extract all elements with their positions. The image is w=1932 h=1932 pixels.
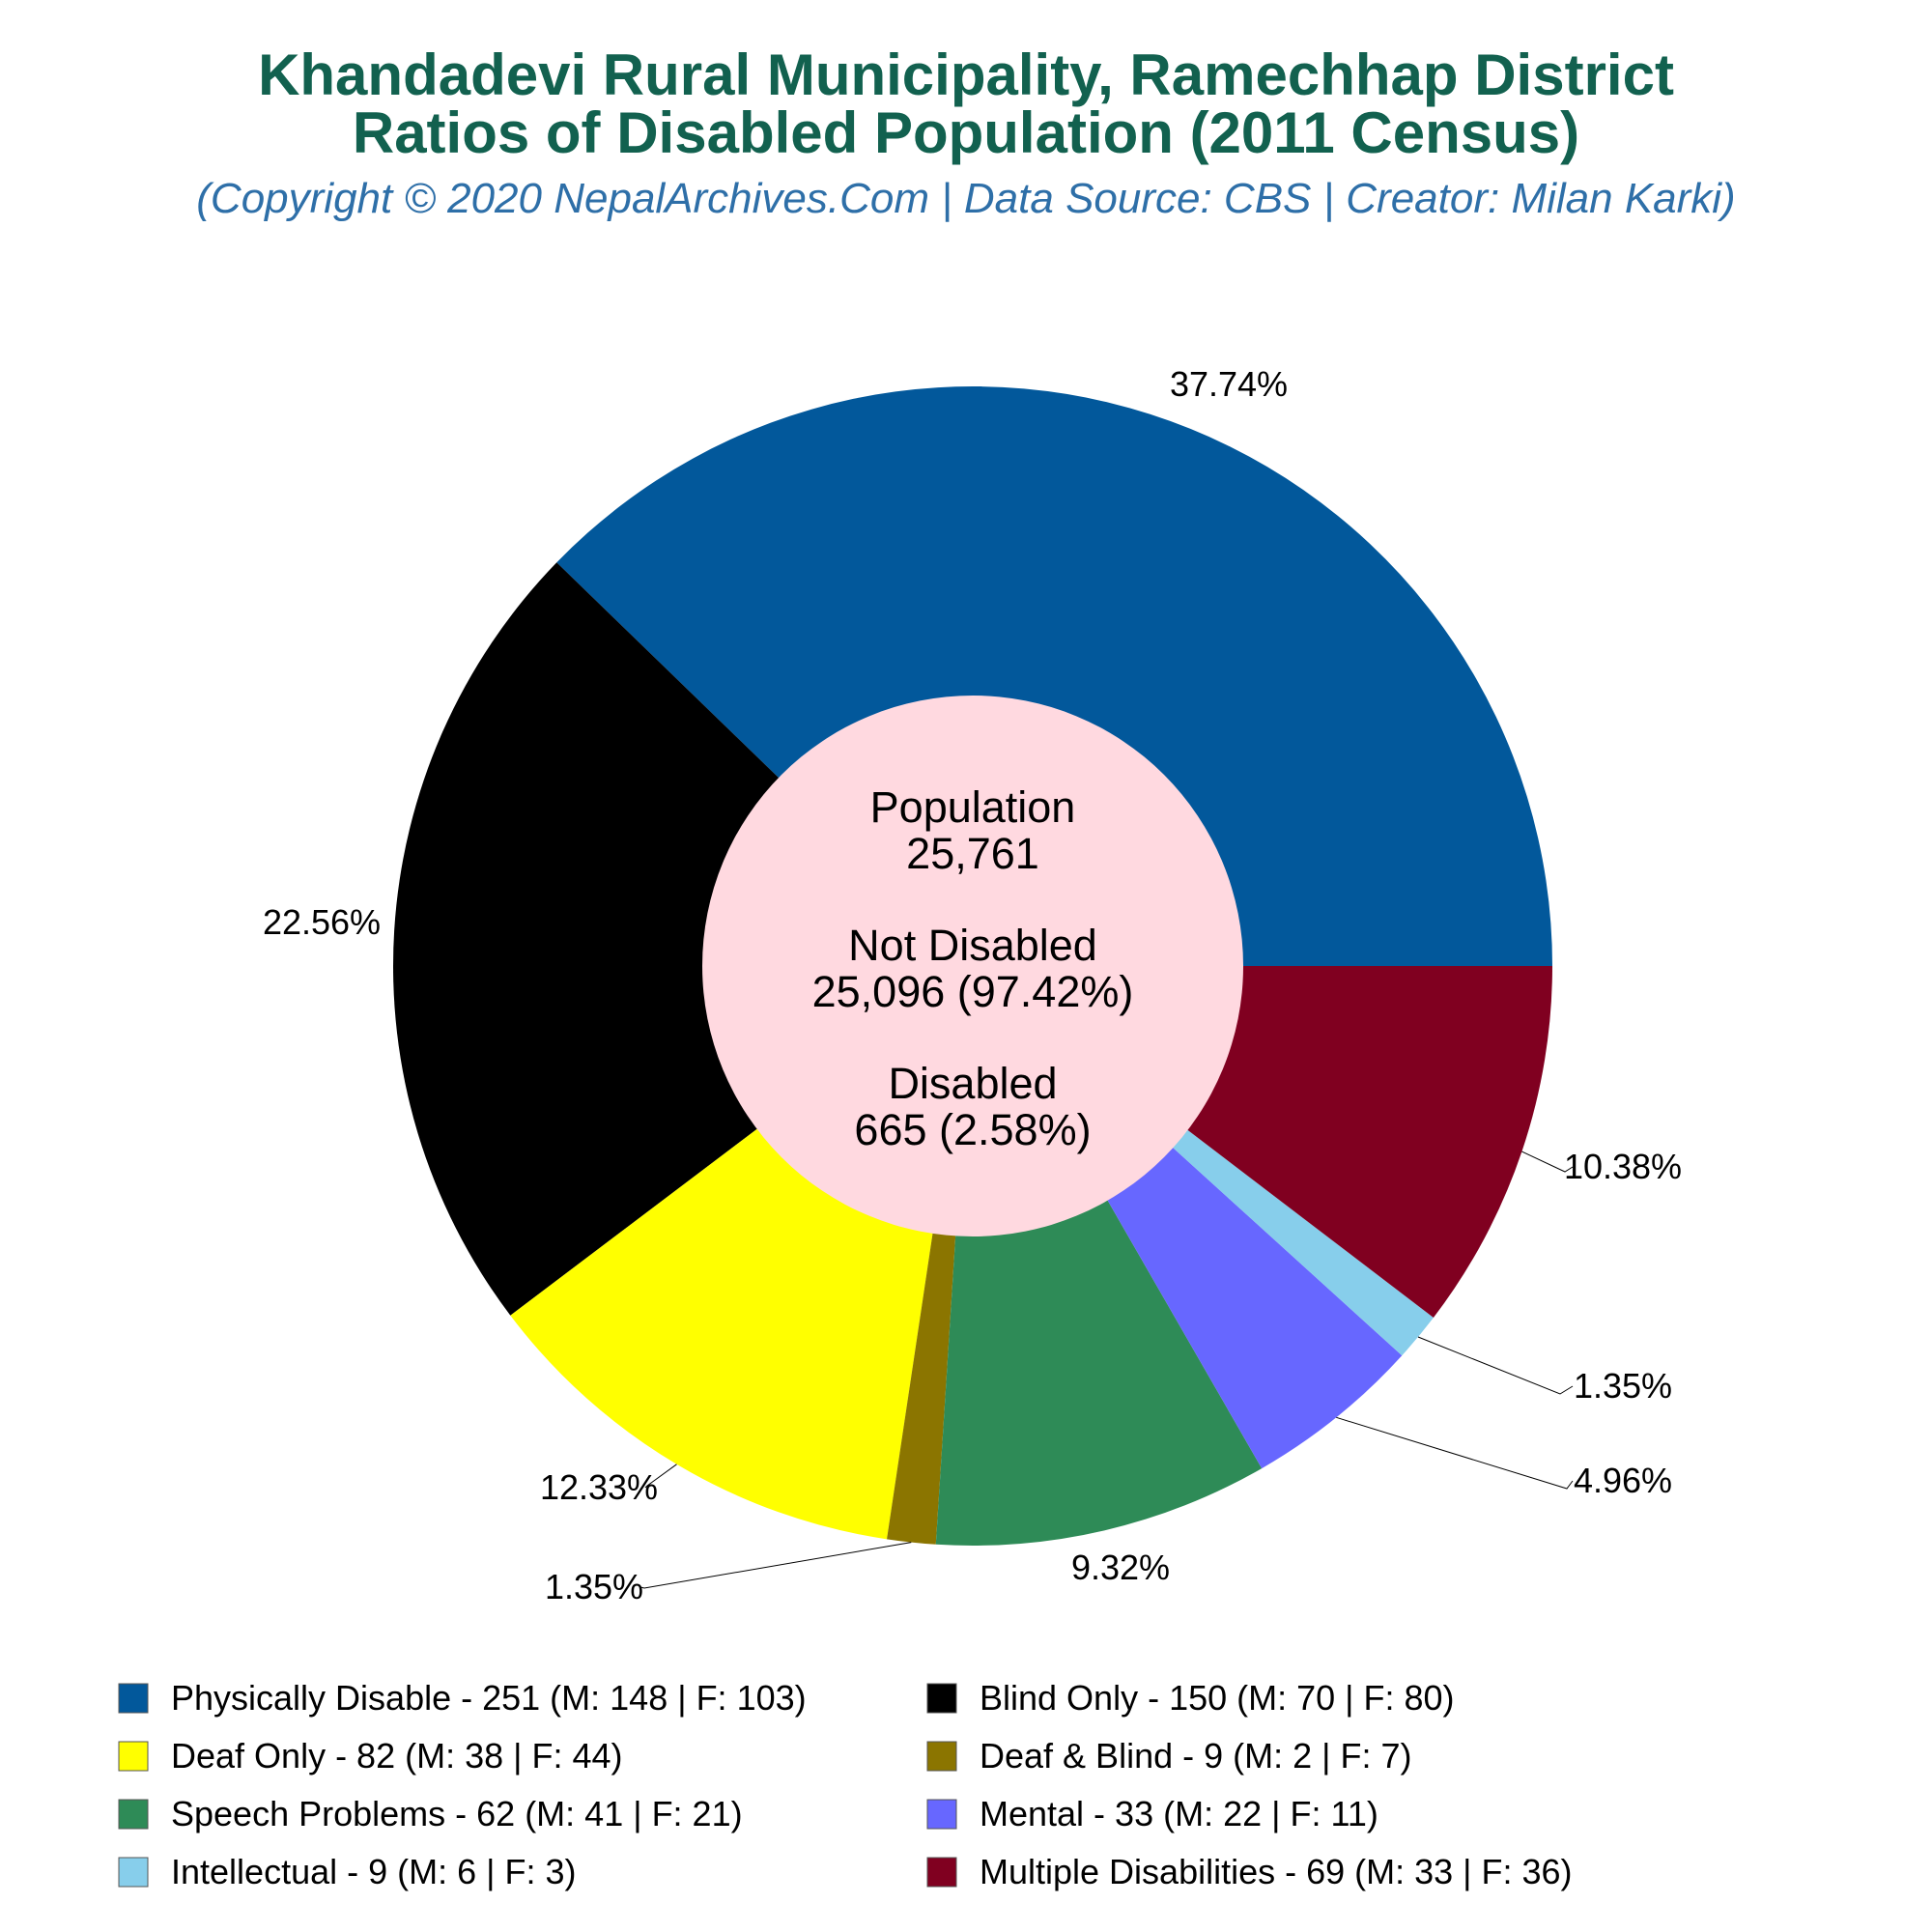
- center-hole: [702, 696, 1243, 1236]
- center-population-label: Population: [870, 782, 1076, 832]
- legend-swatch: [926, 1799, 957, 1830]
- leader-line-intellectual: [1417, 1336, 1574, 1395]
- percent-labels: 37.74% 22.56% 12.33% 1.35% 9.32% 4.96% 1.35% 10…: [263, 364, 1682, 1606]
- legend-swatch: [926, 1683, 957, 1714]
- leader-line-multiple-disabilities: [1521, 1151, 1574, 1173]
- legend-swatch: [118, 1799, 149, 1830]
- legend-swatch: [118, 1683, 149, 1714]
- center-disabled-label: Disabled: [888, 1059, 1057, 1108]
- pct-label-deaf-and-blind: 1.35%: [545, 1567, 643, 1606]
- legend-item-physically-disable: Physically Disable - 251 (M: 148 | F: 10…: [118, 1678, 807, 1718]
- legend-label: Mental - 33 (M: 22 | F: 11): [980, 1794, 1378, 1833]
- chart-subtitle: (Copyright © 2020 NepalArchives.Com | Da…: [196, 175, 1735, 222]
- chart-title-line1: Khandadevi Rural Municipality, Ramechhap…: [258, 43, 1674, 107]
- pct-label-deaf-only: 12.33%: [540, 1467, 658, 1507]
- legend-label: Deaf Only - 82 (M: 38 | F: 44): [171, 1736, 623, 1776]
- pct-label-multiple-disabilities: 10.38%: [1564, 1147, 1682, 1186]
- legend-label: Speech Problems - 62 (M: 41 | F: 21): [171, 1794, 743, 1833]
- leader-lines: [639, 1151, 1574, 1589]
- leader-line-mental: [1336, 1416, 1574, 1490]
- pct-label-physically-disable: 37.74%: [1170, 364, 1288, 404]
- legend-label: Deaf & Blind - 9 (M: 2 | F: 7): [980, 1736, 1412, 1776]
- legend-label: Blind Only - 150 (M: 70 | F: 80): [980, 1678, 1455, 1718]
- pct-label-speech-problems: 9.32%: [1071, 1548, 1170, 1587]
- pct-label-intellectual: 1.35%: [1574, 1366, 1672, 1406]
- legend-label: Physically Disable - 251 (M: 148 | F: 10…: [171, 1678, 807, 1718]
- slice-physically-disable: [556, 385, 1552, 966]
- legend-swatch: [926, 1741, 957, 1772]
- legend: Physically Disable - 251 (M: 148 | F: 10…: [118, 1678, 1573, 1891]
- legend-swatch: [118, 1741, 149, 1772]
- legend-item-deaf-and-blind: Deaf & Blind - 9 (M: 2 | F: 7): [926, 1736, 1412, 1776]
- chart-title-line2: Ratios of Disabled Population (2011 Cens…: [353, 100, 1579, 165]
- legend-item-blind-only: Blind Only - 150 (M: 70 | F: 80): [926, 1678, 1455, 1718]
- pct-label-blind-only: 22.56%: [263, 902, 381, 942]
- legend-label: Intellectual - 9 (M: 6 | F: 3): [171, 1852, 576, 1891]
- slice-blind-only: [392, 562, 973, 1316]
- legend-item-intellectual: Intellectual - 9 (M: 6 | F: 3): [118, 1852, 576, 1891]
- legend-item-deaf-only: Deaf Only - 82 (M: 38 | F: 44): [118, 1736, 623, 1776]
- center-not-disabled-value: 25,096 (97.42%): [812, 967, 1134, 1016]
- leader-line-deaf-and-blind: [639, 1542, 912, 1589]
- pct-label-mental: 4.96%: [1574, 1461, 1672, 1500]
- legend-item-speech-problems: Speech Problems - 62 (M: 41 | F: 21): [118, 1794, 743, 1833]
- legend-item-mental: Mental - 33 (M: 22 | F: 11): [926, 1794, 1378, 1833]
- legend-item-multiple-disabilities: Multiple Disabilities - 69 (M: 33 | F: 3…: [926, 1852, 1573, 1891]
- legend-swatch: [118, 1857, 149, 1888]
- center-population-value: 25,761: [906, 829, 1039, 878]
- center-not-disabled-label: Not Disabled: [848, 921, 1097, 970]
- leader-line-deaf-only: [644, 1463, 677, 1489]
- center-disabled-value: 665 (2.58%): [854, 1105, 1091, 1154]
- legend-swatch: [926, 1857, 957, 1888]
- legend-label: Multiple Disabilities - 69 (M: 33 | F: 3…: [980, 1852, 1573, 1891]
